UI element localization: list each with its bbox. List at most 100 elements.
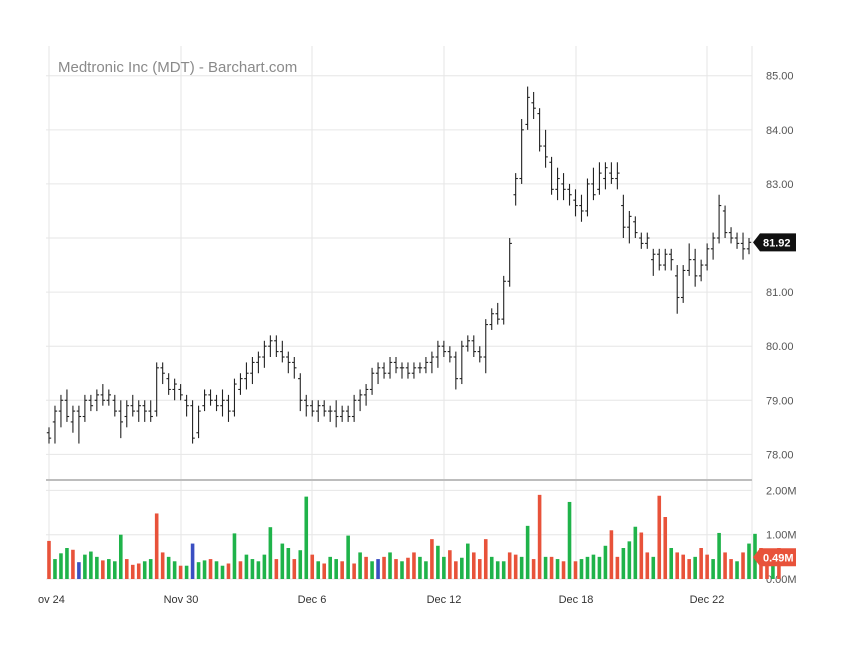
- ohlc-bar: [716, 194, 722, 244]
- volume-bar: [268, 527, 273, 579]
- ohlc-bar: [256, 351, 261, 374]
- ohlc-bar: [591, 167, 596, 201]
- ohlc-bar: [238, 373, 243, 395]
- ohlc-bar: [160, 362, 165, 385]
- volume-bar: [136, 563, 141, 579]
- ohlc-bar: [489, 308, 494, 330]
- ohlc-bar: [154, 362, 159, 417]
- volume-bar: [765, 559, 769, 579]
- ohlc-bar: [663, 248, 668, 271]
- ohlc-bar: [148, 400, 153, 422]
- ohlc-bar: [208, 389, 213, 406]
- ohlc-bar: [357, 389, 363, 412]
- volume-bar: [657, 495, 662, 579]
- ohlc-bar: [603, 162, 608, 190]
- ohlc-bar: [543, 129, 548, 168]
- volume-bar: [711, 559, 715, 579]
- volume-bar: [699, 548, 703, 579]
- volume-bar: [448, 550, 452, 579]
- ohlc-bar: [692, 248, 698, 287]
- volume-bar: [352, 563, 356, 579]
- ohlc-bar: [190, 400, 195, 444]
- volume-bar: [101, 560, 105, 579]
- ohlc-bar: [100, 384, 106, 406]
- ohlc-bar: [405, 362, 411, 379]
- volume-bar: [567, 501, 572, 579]
- ohlc-bar: [88, 394, 94, 412]
- ohlc-bar: [579, 194, 584, 222]
- ohlc-bar: [471, 335, 476, 358]
- volume-bar: [166, 556, 171, 579]
- value-badges: 81.92 0.49M: [753, 233, 796, 567]
- volume-bar: [489, 556, 494, 579]
- ohlc-bar: [220, 389, 225, 417]
- ohlc-bar: [609, 162, 614, 184]
- volume-bar: [388, 552, 392, 579]
- volume-bar: [723, 552, 727, 579]
- ohlc-bar: [411, 362, 417, 379]
- ohlc-bar: [483, 319, 488, 374]
- ohlc-bar: [573, 189, 578, 217]
- ohlc-bar: [507, 238, 512, 287]
- ohlc-bar: [495, 302, 500, 325]
- volume-bar: [340, 561, 344, 579]
- ohlc-bar: [52, 405, 58, 444]
- volume-bar: [160, 552, 165, 579]
- ohlc-bar: [393, 357, 399, 374]
- ohlc-bar: [525, 86, 530, 130]
- price-tick-label: 80.00: [766, 341, 794, 353]
- ohlc-bar: [465, 335, 471, 352]
- volume-bar: [83, 554, 87, 579]
- ohlc-bar: [250, 357, 255, 385]
- ohlc-bar: [531, 91, 536, 120]
- ohlc-bar: [166, 373, 171, 395]
- ohlc-bar: [447, 346, 453, 363]
- chart-title: Medtronic Inc (MDT) - Barchart.com: [58, 59, 297, 76]
- volume-bar: [148, 559, 153, 579]
- last-price-badge: 81.92: [753, 233, 796, 252]
- volume-bar: [639, 532, 644, 579]
- ohlc-bar: [106, 389, 112, 406]
- ohlc-bar: [363, 384, 369, 406]
- volume-bar: [142, 561, 147, 579]
- price-bars: [46, 86, 752, 444]
- volume-bar: [113, 561, 117, 579]
- volume-bar: [531, 559, 536, 579]
- volume-bar: [77, 562, 81, 579]
- ohlc-bar: [112, 394, 118, 417]
- volume-bar: [71, 549, 75, 579]
- ohlc-bar: [184, 394, 189, 417]
- ohlc-bar: [345, 405, 351, 422]
- volume-bar: [286, 548, 291, 579]
- volume-bar: [124, 559, 129, 579]
- ohlc-bar: [142, 400, 147, 422]
- volume-bar: [184, 565, 189, 579]
- volume-bar: [310, 554, 315, 579]
- volume-bar: [418, 556, 422, 579]
- volume-bar: [178, 565, 183, 579]
- ohlc-bar: [130, 394, 135, 417]
- volume-bar: [747, 543, 751, 579]
- volume-bar: [364, 556, 368, 579]
- volume-bar: [226, 563, 231, 579]
- volume-bar: [717, 532, 721, 579]
- ohlc-bar: [381, 362, 387, 379]
- volume-bar: [681, 554, 685, 579]
- volume-bar: [507, 552, 512, 579]
- volume-bar: [47, 540, 51, 579]
- volume-bars: [47, 494, 781, 579]
- ohlc-bar: [615, 162, 620, 190]
- volume-bar: [334, 559, 338, 579]
- volume-bar: [483, 539, 488, 579]
- ohlc-bar: [339, 405, 345, 422]
- volume-bar: [400, 561, 404, 579]
- volume-bar: [549, 556, 554, 579]
- volume-bar: [460, 557, 464, 579]
- volume-bar: [597, 556, 602, 579]
- ohlc-bar: [292, 357, 297, 379]
- volume-bar: [214, 561, 219, 579]
- ohlc-bar: [728, 227, 734, 244]
